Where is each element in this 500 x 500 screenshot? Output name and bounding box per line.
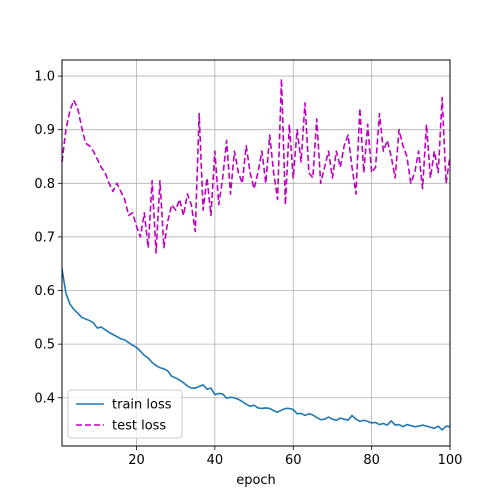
- x-tick-label: 20: [128, 453, 145, 468]
- x-tick-label: 100: [438, 453, 463, 468]
- x-tick-label: 60: [285, 453, 302, 468]
- y-tick-label: 0.8: [34, 177, 55, 192]
- y-tick-label: 0.6: [34, 284, 55, 299]
- legend: train loss test loss: [67, 389, 183, 439]
- series-line-test-loss: [61, 77, 451, 254]
- legend-box: [67, 389, 183, 439]
- y-tick-label: 0.7: [34, 230, 55, 245]
- legend-label-train-loss: train loss: [112, 398, 172, 413]
- y-tick-label: 0.5: [34, 338, 55, 353]
- series-line-train-loss: [61, 268, 451, 431]
- y-tick-label: 0.9: [34, 123, 55, 138]
- x-tick-label: 40: [207, 453, 224, 468]
- x-axis-label: epoch: [236, 473, 276, 488]
- y-tick-label: 0.4: [34, 391, 55, 406]
- x-tick-label: 80: [363, 453, 380, 468]
- legend-label-test-loss: test loss: [112, 419, 166, 434]
- y-tick-label: 1.0: [34, 70, 55, 85]
- ticks: 20 40 60 80 100 0.4 0.5 0.6 0.7 0.8 0.9 1.0: [34, 70, 462, 468]
- plot-frame: [61, 59, 451, 447]
- series-group: [61, 77, 451, 431]
